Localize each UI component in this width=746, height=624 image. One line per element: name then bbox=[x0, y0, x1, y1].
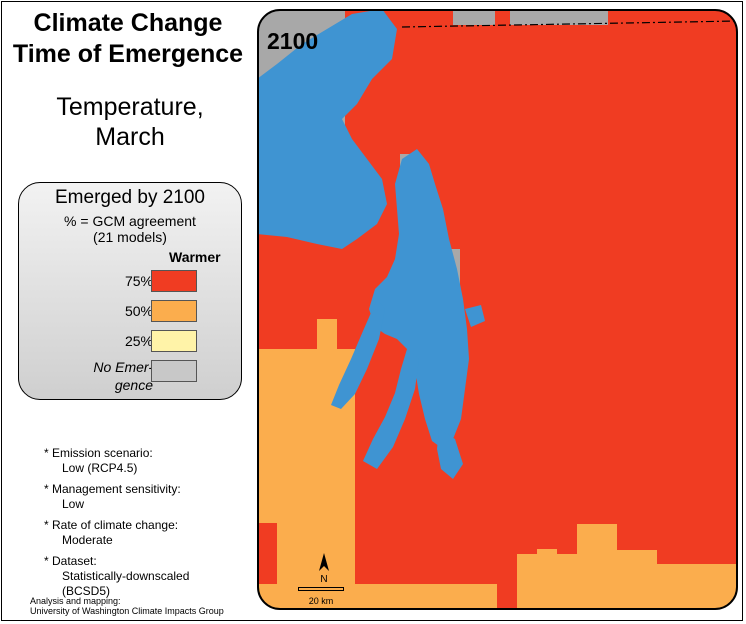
legend-subtitle-line-2: (21 models) bbox=[93, 229, 167, 245]
legend-title: Emerged by 2100 bbox=[55, 187, 205, 208]
water-puget-sound bbox=[258, 10, 485, 479]
north-label: N bbox=[320, 574, 328, 585]
legend-label-25: 25% bbox=[124, 333, 153, 349]
legend-column-header: Warmer bbox=[169, 249, 221, 265]
map-subtitle: Temperature, March bbox=[10, 92, 250, 152]
title-line-1: Climate Change bbox=[33, 9, 223, 37]
note-dataset: * Dataset: Statistically-downscaled (BCS… bbox=[44, 554, 254, 599]
scale-label: 20 km bbox=[308, 596, 334, 606]
water-inlet-east bbox=[465, 305, 485, 327]
map-title: Climate Change Time of Emergence bbox=[4, 8, 252, 70]
credit-line-1: Analysis and mapping: bbox=[30, 596, 121, 606]
map-panel bbox=[257, 9, 738, 610]
map-border bbox=[257, 9, 738, 610]
no-emergence-area-north-1 bbox=[453, 10, 495, 25]
emerged-50-region bbox=[258, 319, 737, 609]
note-label: * Management sensitivity: bbox=[44, 482, 181, 496]
subtitle-line-1: Temperature, bbox=[56, 93, 204, 121]
scale-bar bbox=[298, 587, 344, 591]
note-value: Statistically-downscaled bbox=[62, 569, 190, 583]
legend-swatch-75 bbox=[151, 270, 197, 292]
note-label: * Emission scenario: bbox=[44, 446, 153, 460]
note-value: Moderate bbox=[62, 533, 113, 547]
scenario-notes: * Emission scenario: Low (RCP4.5) * Mana… bbox=[44, 446, 254, 605]
water-main-basin bbox=[369, 149, 469, 449]
legend-label-no-emergence: No Emer- gence bbox=[39, 358, 153, 394]
note-value: (BCSD5) bbox=[62, 584, 111, 598]
north-arrow-icon bbox=[319, 553, 329, 571]
note-management-sensitivity: * Management sensitivity: Low bbox=[44, 482, 254, 512]
legend-label-no-emergence-line-1: No Emer- bbox=[93, 359, 153, 375]
legend-label-no-emergence-line-2: gence bbox=[114, 377, 153, 393]
legend-swatch-25 bbox=[151, 330, 197, 352]
note-label: * Dataset: bbox=[44, 554, 97, 568]
emergence-map bbox=[257, 9, 738, 610]
map-year-label: 2100 bbox=[267, 28, 319, 54]
no-emergence-area-north-2 bbox=[510, 10, 608, 25]
legend-swatch-no-emergence bbox=[151, 360, 197, 382]
water-strait bbox=[258, 10, 397, 249]
emerged-75-inset-southwest bbox=[258, 523, 277, 584]
legend: Emerged by 2100 % = GCM agreement (21 mo… bbox=[18, 182, 242, 400]
note-value: Low bbox=[62, 497, 85, 511]
legend-swatch-50 bbox=[151, 300, 197, 322]
note-value: Low (RCP4.5) bbox=[62, 461, 138, 475]
legend-label-50: 50% bbox=[124, 303, 153, 319]
legend-subtitle: % = GCM agreement (21 models) bbox=[19, 213, 241, 245]
water-hood-canal bbox=[331, 299, 385, 409]
legend-label-75: 75% bbox=[124, 273, 153, 289]
subtitle-line-2: March bbox=[95, 123, 165, 151]
legend-subtitle-line-1: % = GCM agreement bbox=[64, 213, 196, 229]
note-rate-of-change: * Rate of climate change: Moderate bbox=[44, 518, 254, 548]
water-inlet-south bbox=[437, 429, 463, 479]
water-south-sound bbox=[363, 349, 419, 469]
credit-text: Analysis and mapping: University of Wash… bbox=[30, 596, 224, 616]
note-label: * Rate of climate change: bbox=[44, 518, 179, 532]
credit-line-2: University of Washington Climate Impacts… bbox=[30, 606, 224, 616]
note-emission-scenario: * Emission scenario: Low (RCP4.5) bbox=[44, 446, 254, 476]
title-line-2: Time of Emergence bbox=[12, 40, 244, 68]
